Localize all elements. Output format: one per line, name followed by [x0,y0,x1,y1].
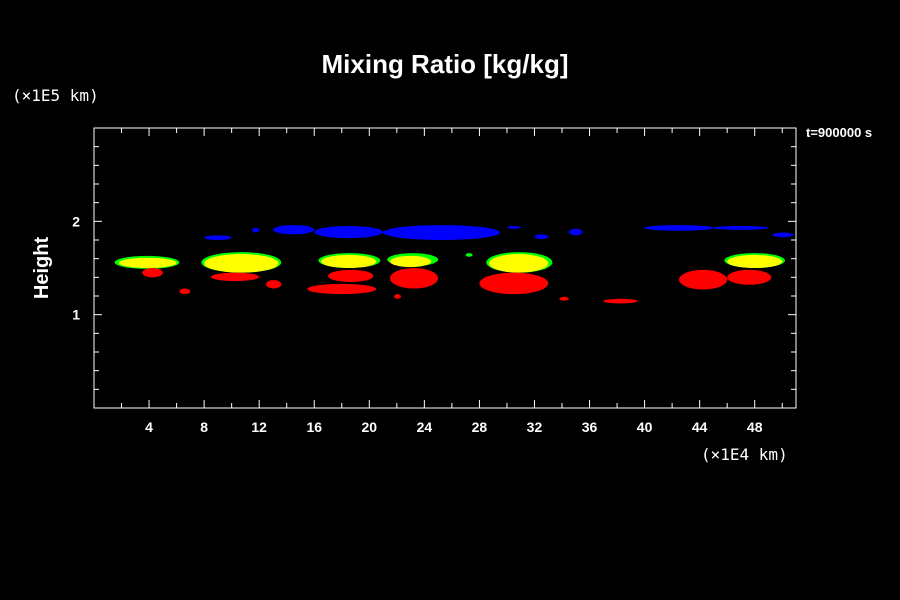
x-tick-label: 24 [417,419,433,435]
blue-region-1 [252,227,260,233]
data-regions [114,225,794,304]
x-tick-label: 28 [472,419,488,435]
chart-title: Mixing Ratio [kg/kg] [322,49,569,79]
x-tick-label: 40 [637,419,653,435]
blue-region-3 [314,226,384,239]
red-region-14 [179,288,191,295]
blue-region-0 [204,235,232,241]
yellow-region-29 [489,254,549,273]
x-tick-label: 12 [251,419,267,435]
x-tick-label: 16 [306,419,322,435]
yellow-region-24 [389,255,432,268]
blue-region-8 [644,225,714,231]
red-region-30 [479,272,549,295]
red-region-36 [727,269,772,285]
yellow-region-35 [727,254,783,268]
plot-frame [93,127,797,409]
blue-region-6 [534,234,549,240]
red-region-25 [389,268,439,289]
x-axis-unit: (×1E4 km) [701,445,788,464]
y-axis-label: Height [31,237,53,300]
x-tick-label: 48 [747,419,763,435]
x-tick-label: 20 [362,419,378,435]
time-label: t=900000 s [806,125,872,140]
red-region-21 [328,269,374,282]
blue-region-7 [568,228,583,236]
axis-ticks [94,128,796,408]
blue-region-5 [506,226,521,229]
green-region-27 [465,253,473,257]
blue-region-10 [772,232,794,238]
red-region-33 [679,269,728,290]
y-axis-unit: (×1E5 km) [12,86,99,105]
y-tick-label: 2 [72,213,80,229]
red-region-13 [142,268,163,278]
x-tick-label: 4 [145,419,153,435]
yellow-region-16 [204,254,279,273]
x-tick-label: 44 [692,419,708,435]
red-region-18 [266,280,282,289]
yellow-region-20 [321,254,377,268]
x-tick-label: 8 [200,419,208,435]
x-tick-label: 36 [582,419,598,435]
red-region-32 [603,298,638,304]
blue-region-4 [383,225,501,241]
red-region-17 [211,272,260,282]
red-region-31 [559,296,569,301]
blue-region-2 [272,225,315,235]
yellow-region-12 [118,257,177,268]
red-region-26 [394,294,401,299]
y-tick-label: 1 [72,307,80,323]
x-tick-label: 32 [527,419,543,435]
blue-region-9 [713,226,769,230]
red-region-22 [307,283,377,295]
